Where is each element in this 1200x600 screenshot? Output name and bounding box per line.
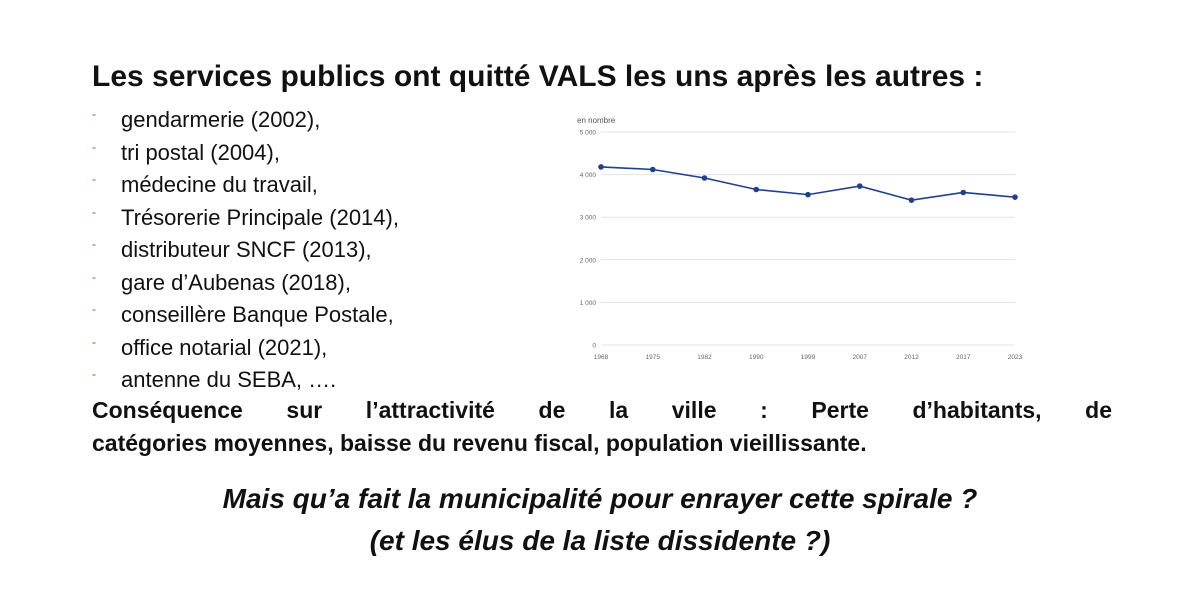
data-point [908, 197, 915, 203]
y-tick-label: 5 000 [580, 130, 597, 137]
slide-title: Les services publics ont quitté VALS les… [92, 60, 984, 93]
service-text: Trésorerie Principale (2014), [121, 204, 399, 230]
data-point [701, 175, 708, 181]
bullet-marker: - [92, 204, 96, 219]
x-tick-label: 2023 [1008, 354, 1023, 361]
x-tick-label: 1982 [697, 354, 712, 361]
bullet-marker: - [92, 334, 96, 349]
list-item: - distributeur SNCF (2013), [92, 234, 399, 267]
data-point [598, 164, 604, 170]
bullet-marker: - [92, 237, 96, 251]
service-text: antenne du SEBA, …. [121, 367, 337, 392]
population-chart-svg: en nombre 0 1 000 2 000 3 000 4 000 5 000 1968 1… [577, 116, 1023, 361]
services-list: - gendarmerie (2002), - tri postal (2004),… [92, 104, 399, 397]
data-point [960, 189, 967, 196]
list-item: - médecine du travail, [92, 169, 399, 202]
question-line-1: Mais qu’a fait la municipalité pour enra… [222, 483, 978, 514]
y-tick-label: 1 000 [580, 300, 597, 307]
x-tick-label: 1999 [801, 354, 816, 361]
y-tick-label: 2 000 [580, 257, 597, 264]
x-tick-label: 1968 [594, 354, 609, 361]
question-line-2: (et les élus de la liste dissidente ?) [369, 525, 831, 556]
y-tick-label: 3 000 [580, 215, 597, 222]
x-tick-label: 1975 [646, 354, 661, 361]
data-point [856, 183, 863, 189]
y-tick-label: 4 000 [580, 172, 597, 179]
bullet-marker: - [92, 302, 96, 316]
y-unit-label: en nombre [577, 116, 616, 125]
list-item: - office notarial (2021), [92, 332, 399, 365]
bullet-marker: - [92, 269, 96, 284]
service-text: gare d’Aubenas (2018), [121, 269, 351, 295]
list-item: - conseillère Banque Postale, [92, 299, 399, 332]
service-text: gendarmerie (2002), [121, 107, 321, 132]
data-point [805, 191, 811, 198]
service-text: office notarial (2021), [121, 334, 328, 360]
consequence-line-1: Conséquence sur l’attractivité de la vil… [92, 397, 1112, 423]
data-point [649, 166, 656, 173]
consequence-line-2: catégories moyennes, baisse du revenu fi… [92, 430, 867, 456]
x-tick-label: 2007 [853, 354, 868, 361]
data-point [753, 186, 760, 193]
y-tick-label: 0 [592, 343, 596, 350]
closing-question: Mais qu’a fait la municipalité pour enra… [0, 478, 1200, 562]
x-tick-label: 2012 [904, 354, 919, 361]
bullet-marker: - [92, 367, 96, 381]
bullet-marker: - [92, 107, 96, 121]
x-tick-label: 1990 [749, 354, 764, 361]
consequence-paragraph: Conséquence sur l’attractivité de la vil… [92, 394, 1112, 460]
service-text: conseillère Banque Postale, [121, 302, 394, 327]
list-item: - tri postal (2004), [92, 137, 399, 170]
service-text: distributeur SNCF (2013), [121, 237, 372, 262]
x-tick-label: 2017 [956, 354, 971, 361]
list-item: - gendarmerie (2002), [92, 104, 399, 137]
list-item: - antenne du SEBA, …. [92, 364, 399, 397]
list-item: - Trésorerie Principale (2014), [92, 202, 399, 235]
population-chart: en nombre 0 1 000 2 000 3 000 4 000 5 000 1968 1… [563, 108, 1030, 370]
service-text: tri postal (2004), [121, 139, 280, 165]
list-item: - gare d’Aubenas (2018), [92, 267, 399, 300]
bullet-marker: - [92, 139, 96, 154]
service-text: médecine du travail, [121, 172, 318, 197]
bullet-marker: - [92, 172, 96, 186]
data-point [1012, 194, 1018, 200]
